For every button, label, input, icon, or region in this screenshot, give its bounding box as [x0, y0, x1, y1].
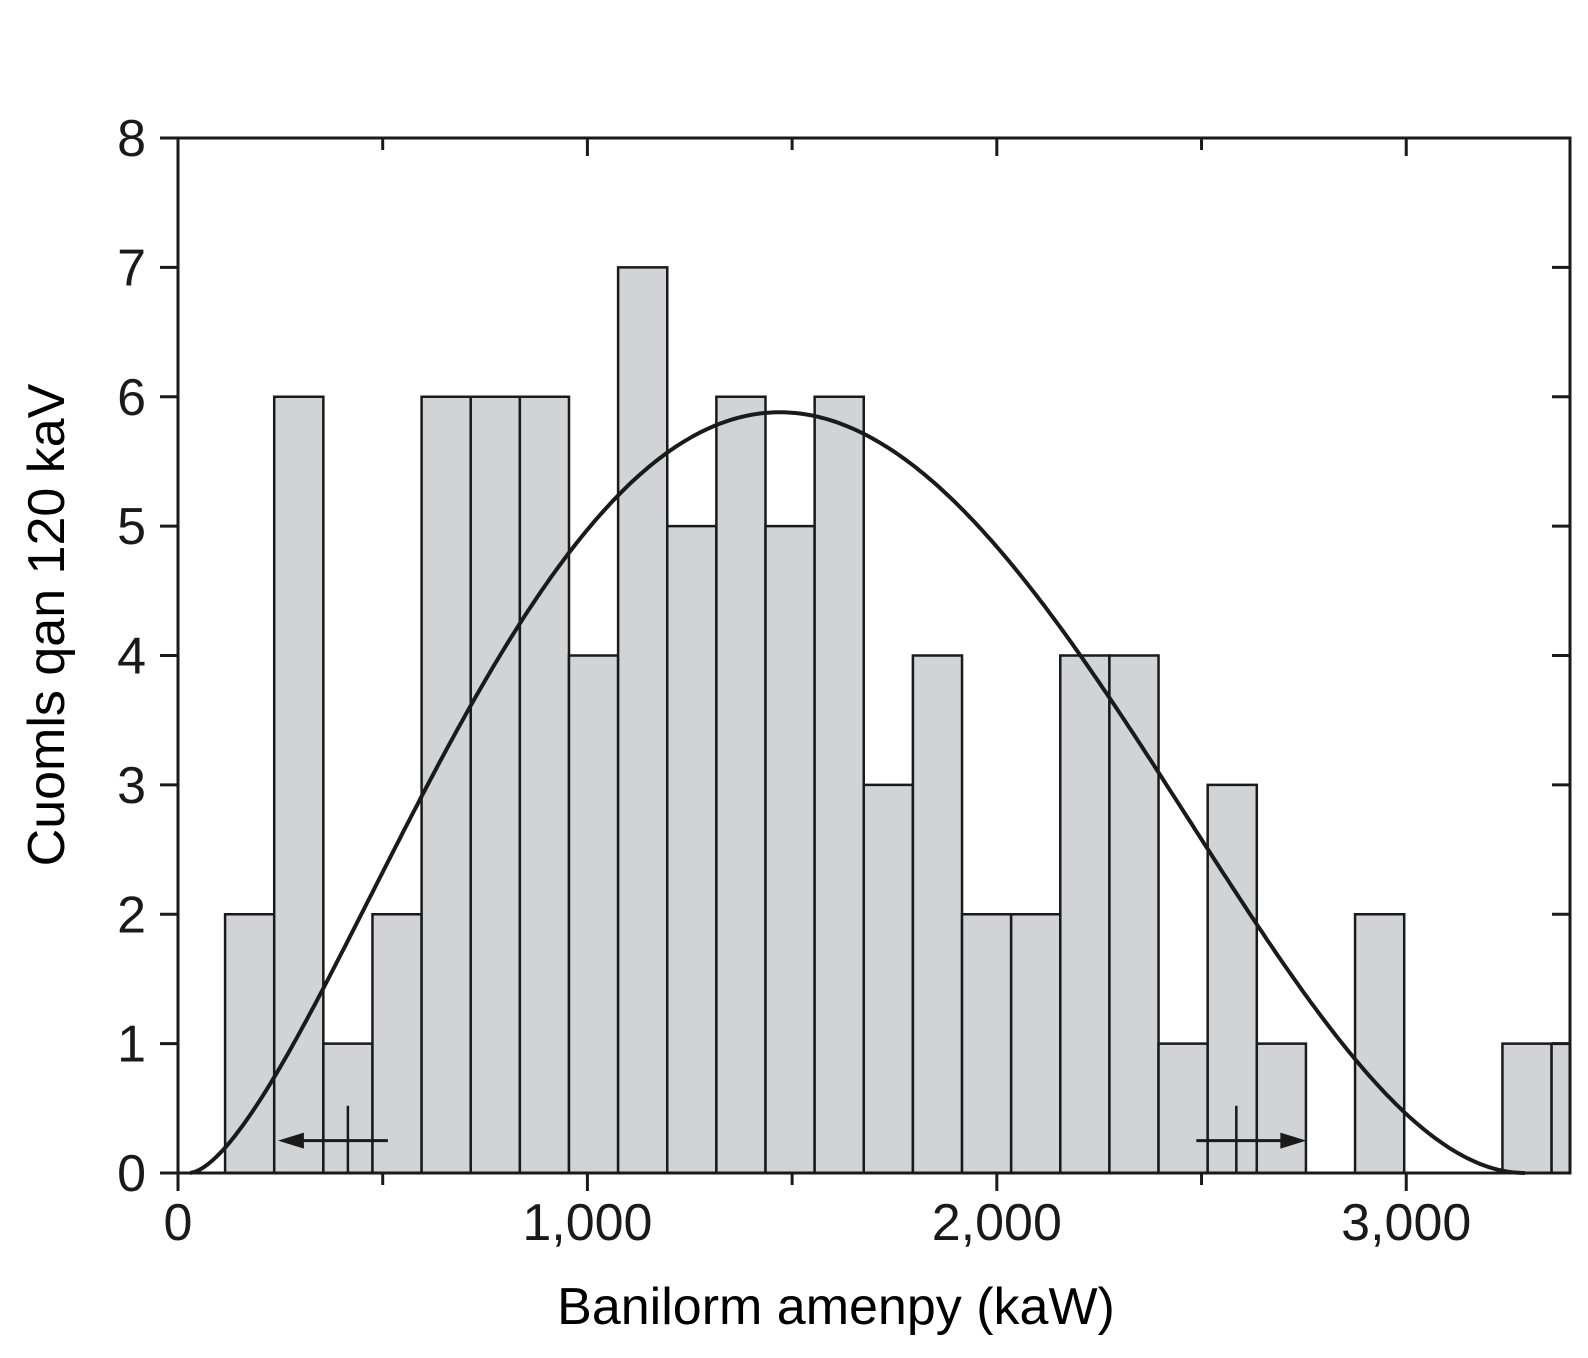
y-tick-label: 0 — [117, 1145, 146, 1203]
histogram-bar — [665, 524, 718, 1175]
x-axis-title: Banilorm amenpy (kaW) — [557, 1278, 1115, 1336]
x-axis: 0 1,000 2,000 3,000 — [164, 138, 1471, 1252]
y-tick-label: 5 — [117, 498, 146, 556]
y-axis-title: Cuomls qan 120 kaV — [18, 383, 76, 866]
histogram-bar — [1550, 1042, 1572, 1175]
marker-arrow-head — [1280, 1132, 1307, 1149]
histogram-bar — [1206, 783, 1259, 1175]
histogram-bar — [371, 913, 423, 1175]
histogram-bar — [272, 395, 325, 1175]
histogram-bar — [616, 266, 669, 1175]
marker-arrow-head — [277, 1132, 304, 1149]
fit-curve — [189, 410, 1526, 1175]
histogram-bar — [813, 395, 866, 1175]
histogram-bar — [1501, 1042, 1553, 1175]
x-tick-label: 1,000 — [522, 1194, 652, 1252]
y-tick-label: 3 — [117, 757, 146, 815]
histogram-bar — [715, 395, 767, 1175]
y-axis: 0 1 2 3 4 5 6 7 8 — [117, 110, 1570, 1203]
histogram-bar — [1255, 1042, 1308, 1175]
y-tick-label: 4 — [117, 628, 146, 686]
histogram-bar — [518, 395, 571, 1175]
y-tick-label: 8 — [117, 110, 146, 168]
histogram-bar — [469, 395, 522, 1175]
histogram-bar — [862, 783, 915, 1175]
y-tick-label: 6 — [117, 369, 146, 427]
histogram-bar — [567, 654, 620, 1175]
histogram-bar — [764, 524, 816, 1175]
y-tick-label: 7 — [117, 239, 146, 297]
y-tick-label: 2 — [117, 886, 146, 944]
histogram-bar — [1009, 913, 1062, 1175]
x-tick-label: 0 — [164, 1194, 193, 1252]
histogram-bar — [1157, 1042, 1209, 1175]
y-tick-label: 1 — [117, 1016, 146, 1074]
plot-area — [176, 136, 1572, 1175]
histogram-bar — [1353, 913, 1406, 1175]
histogram-bar — [960, 913, 1013, 1175]
histogram-bar — [911, 654, 964, 1175]
x-tick-label: 2,000 — [932, 1194, 1062, 1252]
x-tick-label: 3,000 — [1341, 1194, 1471, 1252]
histogram-bar — [1059, 654, 1111, 1175]
histogram-bar — [223, 913, 276, 1175]
